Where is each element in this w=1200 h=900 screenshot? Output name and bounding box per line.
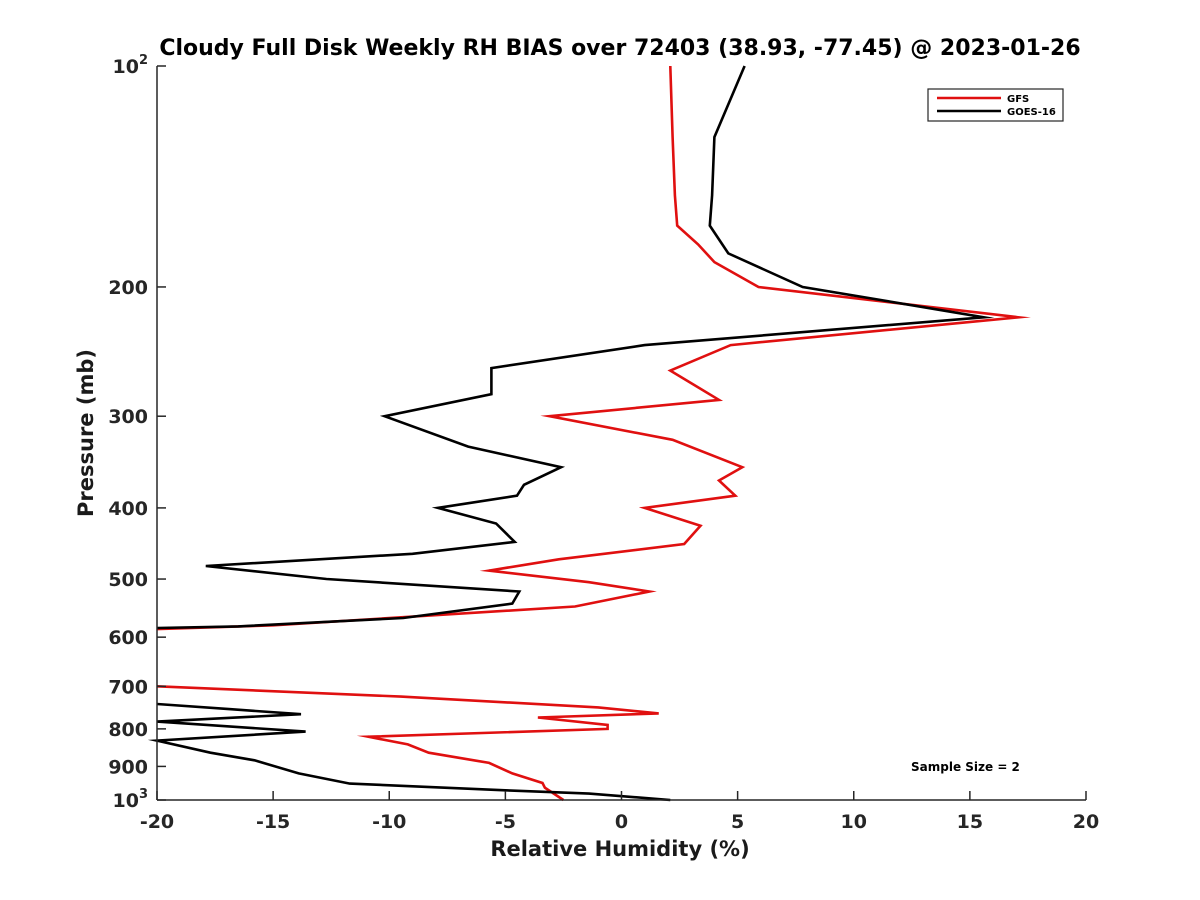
tick-layer: -20 -15 -10 -5 0 5 10 15 20 102 200 300 400 500 600 700… bbox=[108, 53, 1099, 833]
chart-title: Cloudy Full Disk Weekly RH BIAS over 724… bbox=[159, 36, 1080, 61]
y-tick-label: 600 bbox=[108, 627, 148, 649]
x-tick-label: -5 bbox=[495, 811, 516, 833]
plot-area: -20 -15 -10 -5 0 5 10 15 20 102 200 300 400 500 600 700… bbox=[108, 53, 1099, 833]
y-tick-label: 800 bbox=[108, 719, 148, 741]
y-tick-label: 103 bbox=[113, 787, 149, 812]
legend: GFS GOES-16 bbox=[927, 88, 1064, 122]
y-tick-label: 400 bbox=[108, 498, 148, 520]
series-layer bbox=[147, 65, 1031, 802]
y-tick-label: 102 bbox=[113, 53, 149, 78]
x-tick-label: 5 bbox=[731, 811, 744, 833]
x-tick-label: -10 bbox=[372, 811, 406, 833]
sample-size-annotation: Sample Size = 2 bbox=[911, 760, 1020, 774]
y-tick-label: 500 bbox=[108, 569, 148, 591]
x-tick-label: 20 bbox=[1073, 811, 1099, 833]
series-line-gfs-segment-2 bbox=[156, 685, 659, 802]
series-line-gfs-segment-1 bbox=[156, 65, 1031, 631]
series-line-goes16-segment-1 bbox=[156, 65, 995, 630]
y-tick-label: 200 bbox=[108, 277, 148, 299]
x-axis-label: Relative Humidity (%) bbox=[490, 837, 749, 861]
y-axis-label: Pressure (mb) bbox=[74, 349, 98, 517]
x-tick-label: 10 bbox=[841, 811, 867, 833]
legend-label-goes16: GOES-16 bbox=[1007, 107, 1056, 118]
x-tick-label: 15 bbox=[957, 811, 983, 833]
legend-label-gfs: GFS bbox=[1007, 94, 1029, 105]
y-tick-label: 900 bbox=[108, 756, 148, 778]
series-line-goes16-segment-2 bbox=[147, 702, 671, 802]
y-tick-label: 300 bbox=[108, 406, 148, 428]
legend-box bbox=[927, 88, 1064, 122]
x-tick-label: -20 bbox=[140, 811, 174, 833]
x-tick-label: -15 bbox=[256, 811, 290, 833]
x-tick-label: 0 bbox=[615, 811, 628, 833]
y-tick-label: 700 bbox=[108, 676, 148, 698]
